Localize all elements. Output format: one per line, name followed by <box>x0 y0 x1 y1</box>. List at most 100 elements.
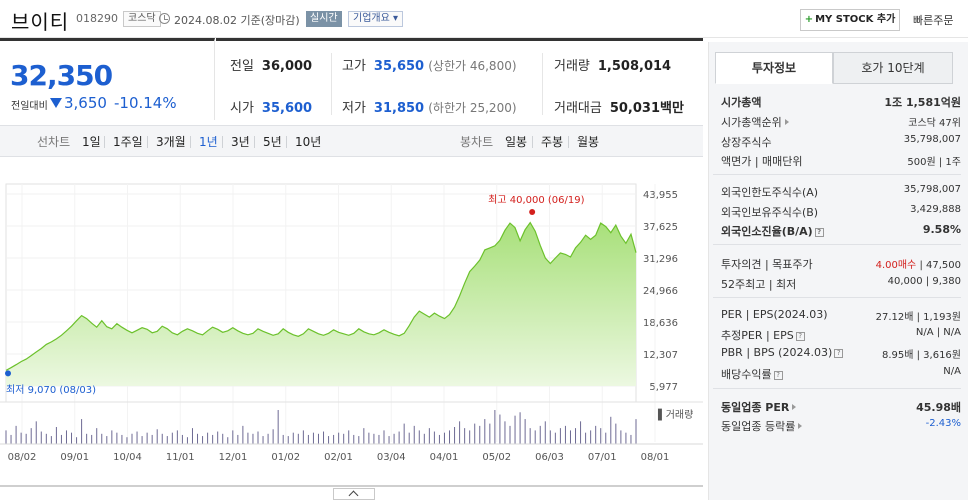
price-chart-svg: 43,955 37,625 31,296 24,966 18,636 12,307 5,97… <box>0 183 703 487</box>
change-label: 전일대비 <box>11 101 48 112</box>
divider <box>713 174 961 175</box>
market-cap-label: 시가총액 <box>721 96 762 109</box>
est-per-value: N/A | N/A <box>915 327 961 338</box>
x-tick-label: 03/04 <box>377 452 406 463</box>
tab-10y[interactable]: 10년 <box>295 135 322 149</box>
volume: 거래량 1,508,014 <box>554 55 671 74</box>
divider <box>331 53 332 115</box>
price-summary: 32,350 전일대비 3,650 -10.14% <box>0 38 215 120</box>
shares-label: 상장주식수 <box>721 136 772 149</box>
sector-change-label[interactable]: 동일업종 등락률 <box>721 418 803 434</box>
arrow-right-icon <box>784 119 789 125</box>
pbr-label: PBR | BPS (2024.03)? <box>721 346 844 359</box>
x-tick-label: 07/01 <box>588 452 617 463</box>
help-icon[interactable]: ? <box>834 349 844 358</box>
dividend-label: 배당수익률? <box>721 366 783 382</box>
cap-rank-text: 시가총액순위 <box>721 116 782 129</box>
shares-value: 35,798,007 <box>903 134 961 145</box>
tab-5y[interactable]: 5년 <box>263 135 282 149</box>
high-marker <box>529 208 536 215</box>
tab-1y[interactable]: 1년 <box>199 135 218 149</box>
divider <box>104 136 105 148</box>
help-icon[interactable]: ? <box>795 332 805 341</box>
prev-close-label: 전일 <box>230 59 254 74</box>
divider <box>713 297 961 298</box>
tab-3m[interactable]: 3개월 <box>156 135 186 149</box>
per-label: PER | EPS(2024.03) <box>721 308 828 321</box>
w52-value: 40,000 | 9,380 <box>887 276 961 287</box>
plus-icon: + <box>804 14 814 25</box>
divider <box>532 136 533 148</box>
line-chart-label: 선차트 <box>37 135 71 149</box>
pbr-value: 8.95배 | 3,616원 <box>881 350 961 361</box>
tab-1d[interactable]: 1일 <box>82 135 101 149</box>
low-label: 저가 <box>342 101 366 116</box>
tab-monthly-candle[interactable]: 월봉 <box>577 135 600 149</box>
divider <box>713 244 961 245</box>
add-mystock-button[interactable]: + MY STOCK 추가 <box>800 9 900 31</box>
change-percent: -10.14% <box>114 94 177 112</box>
divider <box>568 136 569 148</box>
dividend-text: 배당수익률 <box>721 368 772 381</box>
quick-order-button[interactable]: 빠른주문 <box>913 14 954 27</box>
arrow-right-icon <box>792 404 797 410</box>
company-overview-dropdown[interactable]: 기업개요 ▾ <box>348 11 403 27</box>
x-tick-label: 08/01 <box>641 452 670 463</box>
w52-label: 52주최고 | 최저 <box>721 278 797 291</box>
high-price: 고가 35,650 (상한가 46,800) <box>342 55 517 74</box>
divider <box>147 136 148 148</box>
sector-change-value: -2.43% <box>925 418 961 429</box>
y-tick-label: 37,625 <box>643 222 678 233</box>
opinion-value: 4.00매수 | 47,500 <box>876 256 961 271</box>
change-value: 3,650 <box>64 94 107 112</box>
stock-name: 브이티 <box>11 10 70 34</box>
y-tick-label: 18,636 <box>643 318 678 329</box>
cap-rank-label[interactable]: 시가총액순위 <box>721 114 789 130</box>
dividend-value: N/A <box>943 366 961 377</box>
add-mystock-label: MY STOCK 추가 <box>815 14 896 25</box>
tab-invest-info[interactable]: 투자정보 <box>715 52 833 84</box>
x-tick-label: 05/02 <box>482 452 511 463</box>
divider <box>254 136 255 148</box>
amount-label: 거래대금 <box>554 101 602 116</box>
stock-code: 018290 <box>76 12 118 25</box>
per-value: 27.12배 | 1,193원 <box>875 312 961 323</box>
tab-orderbook[interactable]: 호가 10단계 <box>833 52 953 84</box>
tab-1w[interactable]: 1주일 <box>113 135 143 149</box>
x-tick-label: 06/03 <box>535 452 564 463</box>
x-tick-label: 12/01 <box>219 452 248 463</box>
low-label: 최저 9,070 (08/03) <box>6 384 96 396</box>
foreign-limit-label: 외국인한도주식수(A) <box>721 186 819 199</box>
foreign-limit-value: 35,798,007 <box>903 184 961 195</box>
collapse-chart-button[interactable] <box>333 488 375 500</box>
x-tick-label: 10/04 <box>113 452 142 463</box>
x-tick-label: 08/02 <box>8 452 37 463</box>
tab-daily-candle[interactable]: 일봉 <box>505 135 528 149</box>
price-area <box>6 222 636 386</box>
divider <box>222 136 223 148</box>
open-value: 35,600 <box>261 101 313 116</box>
low-value: 31,850 <box>373 101 425 116</box>
cap-rank-value: 코스닥 47위 <box>908 118 961 129</box>
market-badge: 코스닥 <box>123 11 161 27</box>
help-icon[interactable]: ? <box>814 228 824 237</box>
tab-weekly-candle[interactable]: 주봉 <box>541 135 564 149</box>
foreign-ratio-value: 9.58% <box>922 223 961 236</box>
divider <box>713 388 961 389</box>
divider <box>542 53 543 115</box>
volume-label: 거래량 <box>554 59 590 74</box>
sector-change-text: 동일업종 등락률 <box>721 420 796 433</box>
down-arrow-icon <box>50 98 62 108</box>
prev-close-value: 36,000 <box>261 59 313 74</box>
high-label: 고가 <box>342 59 366 74</box>
clock-icon <box>159 13 170 24</box>
opinion-label: 투자의견 | 목표주가 <box>721 258 813 271</box>
target-price: | 47,500 <box>919 260 961 271</box>
price-chart[interactable]: 43,955 37,625 31,296 24,966 18,636 12,307 5,97… <box>0 160 703 500</box>
tab-3y[interactable]: 3년 <box>231 135 250 149</box>
help-icon[interactable]: ? <box>773 371 783 380</box>
amount-value: 50,031 <box>609 101 661 116</box>
sector-per-label[interactable]: 동일업종 PER <box>721 399 797 415</box>
realtime-badge: 실시간 <box>306 11 342 27</box>
opinion-rating: 4.00매수 <box>875 260 917 271</box>
